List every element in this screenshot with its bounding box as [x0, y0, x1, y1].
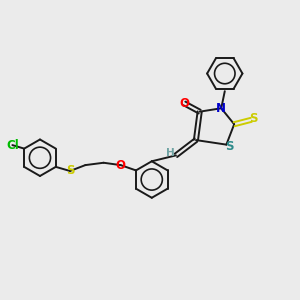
Text: H: H — [166, 148, 175, 158]
Text: S: S — [225, 140, 234, 153]
Text: S: S — [249, 112, 258, 125]
Text: O: O — [179, 97, 189, 110]
Text: S: S — [66, 164, 74, 178]
Text: N: N — [216, 102, 226, 115]
Text: Cl: Cl — [6, 139, 19, 152]
Text: O: O — [116, 159, 126, 172]
